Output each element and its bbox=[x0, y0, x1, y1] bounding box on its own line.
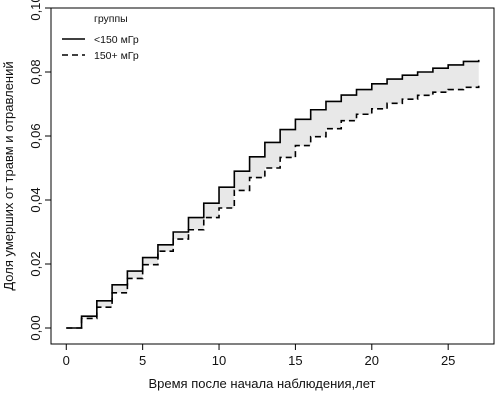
x-tick-label-5: 25 bbox=[441, 353, 455, 368]
legend-label-series-1: 150+ мГр bbox=[94, 50, 139, 62]
x-axis-title: Время после начала наблюдения,лет bbox=[148, 376, 375, 391]
y-tick-label-4: 0,08 bbox=[28, 59, 43, 84]
y-axis-title: Доля умерших от травм и отравлений bbox=[1, 61, 16, 290]
x-tick-label-2: 10 bbox=[212, 353, 226, 368]
x-axis: 0 5 10 15 20 25 bbox=[63, 344, 455, 368]
x-tick-label-1: 5 bbox=[139, 353, 146, 368]
x-tick-label-0: 0 bbox=[63, 353, 70, 368]
legend: группы <150 мГр 150+ мГр bbox=[62, 13, 139, 62]
x-tick-label-4: 20 bbox=[365, 353, 379, 368]
y-tick-label-0: 0,00 bbox=[28, 315, 43, 340]
plot-frame bbox=[50, 7, 495, 345]
y-tick-label-1: 0,02 bbox=[28, 251, 43, 276]
legend-title: группы bbox=[94, 13, 128, 25]
series-line-1 bbox=[66, 85, 480, 329]
y-tick-label-5: 0,10 bbox=[28, 0, 43, 21]
series-lines bbox=[66, 59, 480, 329]
y-tick-label-2: 0,04 bbox=[28, 187, 43, 212]
x-tick-label-3: 15 bbox=[288, 353, 302, 368]
legend-label-series-0: <150 мГр bbox=[94, 34, 139, 46]
y-tick-label-3: 0,06 bbox=[28, 123, 43, 148]
y-axis: 0,00 0,02 0,04 0,06 0,08 0,10 bbox=[28, 0, 51, 341]
